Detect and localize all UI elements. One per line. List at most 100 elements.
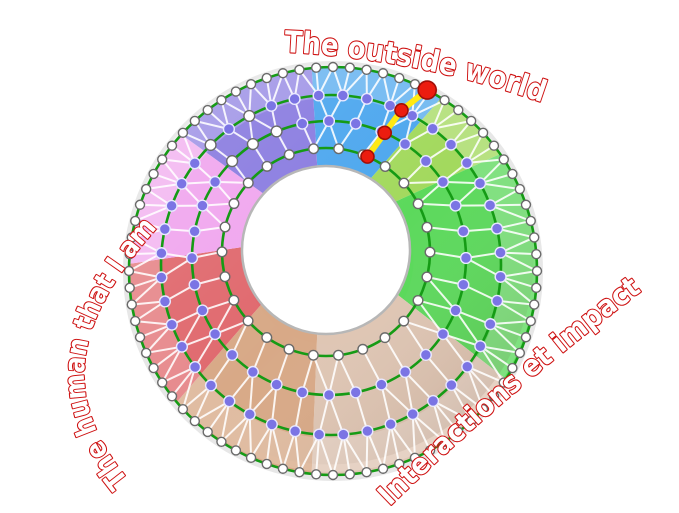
node-ring-0[interactable] <box>140 183 152 195</box>
node-ring-1[interactable] <box>473 177 487 190</box>
node-ring-0[interactable] <box>230 445 242 456</box>
node-ring-0[interactable] <box>140 347 152 359</box>
node-ring-0[interactable] <box>525 215 536 227</box>
node-ring-3[interactable] <box>216 246 228 258</box>
node-ring-0[interactable] <box>498 154 509 165</box>
node-ring-0[interactable] <box>520 332 532 343</box>
node-ring-3[interactable] <box>219 271 231 283</box>
node-ring-2[interactable] <box>246 365 259 379</box>
node-ring-0[interactable] <box>439 95 450 106</box>
node-ring-1[interactable] <box>265 418 278 431</box>
node-ring-3[interactable] <box>421 221 433 233</box>
node-ring-1[interactable] <box>313 428 326 441</box>
node-ring-1[interactable] <box>384 418 397 431</box>
node-ring-3[interactable] <box>219 221 231 233</box>
node-ring-0[interactable] <box>520 199 532 210</box>
node-ring-3[interactable] <box>307 349 319 361</box>
node-ring-3[interactable] <box>332 349 344 361</box>
node-ring-0[interactable] <box>202 426 213 438</box>
node-ring-0[interactable] <box>361 467 372 478</box>
node-ring-0[interactable] <box>409 452 421 464</box>
node-ring-2[interactable] <box>296 386 309 399</box>
node-ring-1[interactable] <box>265 99 278 112</box>
node-ring-0[interactable] <box>531 282 542 294</box>
node-ring-0[interactable] <box>134 332 146 343</box>
node-ring-2[interactable] <box>459 251 473 265</box>
node-ring-0[interactable] <box>294 467 305 478</box>
node-ring-0[interactable] <box>134 199 146 210</box>
node-ring-0[interactable] <box>166 140 178 151</box>
node-ring-0[interactable] <box>507 362 518 374</box>
node-ring-1[interactable] <box>460 156 474 170</box>
node-ring-0[interactable] <box>277 68 289 79</box>
node-ring-3[interactable] <box>261 332 273 344</box>
node-ring-1[interactable] <box>175 177 188 190</box>
node-ring-1[interactable] <box>406 109 419 122</box>
node-ring-1[interactable] <box>222 122 236 136</box>
node-ring-0[interactable] <box>157 377 168 388</box>
node-ring-2[interactable] <box>322 114 336 128</box>
node-ring-1[interactable] <box>188 360 202 374</box>
node-ring-2[interactable] <box>246 137 259 151</box>
node-ring-0[interactable] <box>488 391 500 402</box>
node-ring-3[interactable] <box>412 294 424 306</box>
node-ring-2[interactable] <box>188 278 201 291</box>
node-ring-0[interactable] <box>261 72 272 84</box>
node-ring-1[interactable] <box>491 294 504 307</box>
node-ring-1[interactable] <box>204 138 217 152</box>
node-ring-0[interactable] <box>498 377 509 388</box>
node-ring-1[interactable] <box>337 428 350 441</box>
node-ring-2[interactable] <box>270 125 283 138</box>
node-ring-1[interactable] <box>426 394 440 408</box>
node-ring-3[interactable] <box>379 160 391 172</box>
node-ring-0[interactable] <box>531 248 542 260</box>
node-ring-3[interactable] <box>308 143 320 155</box>
node-ring-0[interactable] <box>529 232 540 243</box>
node-ring-0[interactable] <box>130 315 141 327</box>
node-ring-0[interactable] <box>344 62 356 73</box>
node-ring-3[interactable] <box>261 160 273 172</box>
node-ring-0[interactable] <box>294 64 305 75</box>
node-ring-0[interactable] <box>465 115 477 127</box>
node-ring-2[interactable] <box>399 137 412 151</box>
node-ring-1[interactable] <box>165 318 178 331</box>
node-ring-1[interactable] <box>484 199 497 212</box>
node-ring-1[interactable] <box>288 92 301 106</box>
node-ring-0[interactable] <box>453 426 464 438</box>
node-ring-1[interactable] <box>484 318 497 331</box>
node-ring-1[interactable] <box>426 122 439 135</box>
node-ring-1[interactable] <box>158 223 171 236</box>
node-ring-0[interactable] <box>245 78 257 90</box>
node-ring-0[interactable] <box>130 215 141 227</box>
node-ring-0[interactable] <box>277 463 289 474</box>
node-ring-2[interactable] <box>208 328 222 341</box>
node-ring-0[interactable] <box>465 415 477 427</box>
node-ring-3[interactable] <box>398 315 410 327</box>
node-ring-2[interactable] <box>226 348 239 361</box>
node-ring-1[interactable] <box>165 199 178 212</box>
node-ring-1[interactable] <box>461 360 474 373</box>
node-ring-3[interactable] <box>228 294 240 306</box>
node-ring-1[interactable] <box>243 109 256 123</box>
node-ring-0[interactable] <box>507 168 518 180</box>
node-ring-0[interactable] <box>514 347 526 359</box>
node-ring-3[interactable] <box>333 143 345 155</box>
node-ring-1[interactable] <box>155 247 168 260</box>
node-ring-0[interactable] <box>477 403 489 415</box>
node-ring-0[interactable] <box>327 469 339 481</box>
node-ring-3[interactable] <box>357 343 369 355</box>
node-ring-2[interactable] <box>449 199 462 212</box>
node-ring-1[interactable] <box>312 89 325 102</box>
node-ring-3[interactable] <box>283 343 295 355</box>
node-ring-0[interactable] <box>177 127 189 139</box>
node-ring-0[interactable] <box>361 64 372 75</box>
node-ring-0[interactable] <box>424 445 436 456</box>
node-ring-2[interactable] <box>349 386 362 399</box>
node-ring-0[interactable] <box>126 232 137 243</box>
node-ring-2[interactable] <box>399 365 412 379</box>
node-ring-3[interactable] <box>242 315 254 327</box>
node-ring-2[interactable] <box>449 304 462 317</box>
node-ring-0[interactable] <box>514 183 526 195</box>
node-ring-1[interactable] <box>494 270 507 283</box>
highlight-dot-3[interactable] <box>360 149 375 164</box>
